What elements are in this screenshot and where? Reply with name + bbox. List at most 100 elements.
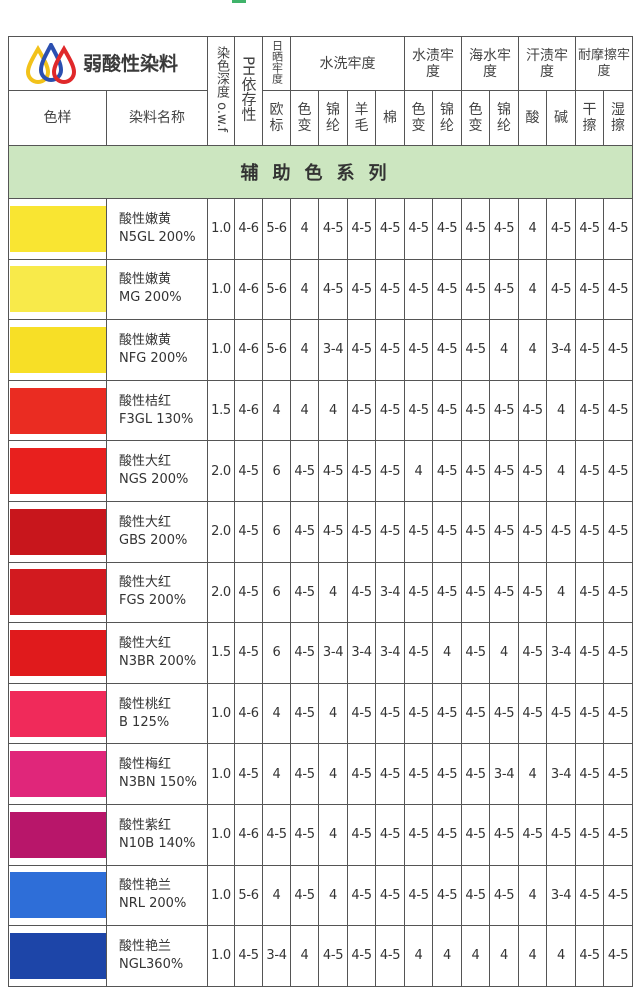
col-light-eu: 欧标	[262, 90, 292, 146]
rating-cell: 4-5	[347, 258, 377, 321]
rating-cell: 4-5	[318, 925, 349, 987]
color-swatch	[9, 811, 106, 858]
table-row: 酸性桔红 F3GL 130% 1.5 4-6 4 4 4 4-5 4-5 4-5 4-5 4-5 4-5…	[8, 379, 634, 442]
brand-header: 弱酸性染料	[7, 36, 209, 91]
rating-cell: 1.5	[207, 622, 236, 684]
dye-name: 酸性梅红	[119, 757, 172, 773]
color-swatch-cell	[8, 925, 107, 987]
rating-cell: 4-5	[489, 440, 520, 502]
dye-name: 酸性大红	[119, 454, 172, 470]
sub-water-nylon: 锦纶	[432, 90, 463, 146]
rating-cell: 4-5	[290, 864, 320, 927]
rating-cell: 6	[262, 561, 292, 624]
rating-cell: 4	[404, 440, 434, 502]
rating-cell: 4-5	[575, 258, 605, 321]
rating-cell: 4-5	[575, 319, 605, 381]
brand-title: 弱酸性染料	[83, 52, 179, 75]
rating-cell: 4-5	[603, 622, 634, 684]
rating-cell: 5-6	[262, 319, 292, 381]
rating-cell: 4	[290, 925, 320, 987]
rating-cell: 4-5	[575, 803, 605, 866]
rating-cell: 4-5	[234, 440, 264, 502]
rating-cell: 4-5	[461, 500, 491, 563]
rating-cell: 4-5	[432, 379, 463, 442]
rating-cell: 4-5	[347, 319, 377, 381]
rating-cell: 4	[546, 561, 577, 624]
table-row: 酸性大红 FGS 200% 2.0 4-5 6 4-5 4 4-5 3-4 4-5 4-5 4-5 4-…	[8, 561, 634, 624]
table-row: 酸性嫩黄 N5GL 200% 1.0 4-6 5-6 4 4-5 4-5 4-5 4-5 4-5 4-…	[8, 198, 634, 260]
group-wash: 水洗牢度	[290, 36, 406, 91]
rating-cell: 4-5	[461, 379, 491, 442]
rating-cell: 4	[518, 198, 548, 260]
rating-cell: 4-5	[518, 440, 548, 502]
rating-cell: 5-6	[262, 258, 292, 321]
rating-cell: 4-5	[347, 682, 377, 745]
rating-cell: 4	[546, 925, 577, 987]
rating-cell: 4-5	[404, 258, 434, 321]
rating-cell: 4	[461, 925, 491, 987]
rating-cell: 4	[262, 379, 292, 442]
rating-cell: 4-5	[546, 500, 577, 563]
rating-cell: 4-5	[603, 864, 634, 927]
rating-cell: 4-5	[575, 925, 605, 987]
rating-cell: 4	[262, 682, 292, 745]
rating-cell: 4	[290, 379, 320, 442]
rating-cell: 3-4	[546, 622, 577, 684]
sub-water-change: 色变	[404, 90, 434, 146]
color-swatch-cell	[8, 682, 107, 745]
rating-cell: 4-5	[432, 440, 463, 502]
rating-cell: 3-4	[375, 622, 406, 684]
rating-cell: 6	[262, 622, 292, 684]
col-depth: 染色深度 o.w.f	[207, 36, 236, 146]
color-swatch	[9, 508, 106, 555]
rating-cell: 4-5	[375, 925, 406, 987]
color-swatch-cell	[8, 500, 107, 563]
rating-cell: 4-5	[290, 500, 320, 563]
table-row: 酸性嫩黄 MG 200% 1.0 4-6 5-6 4 4-5 4-5 4-5 4-5 4-5 4-5 4…	[8, 258, 634, 321]
rating-cell: 4	[518, 319, 548, 381]
dye-code: N10B 140%	[119, 835, 196, 851]
color-swatch	[9, 448, 106, 495]
rating-cell: 5-6	[262, 198, 292, 260]
dye-code: N3BR 200%	[119, 653, 197, 669]
rating-cell: 4-5	[347, 500, 377, 563]
rating-cell: 4-6	[234, 803, 264, 866]
table-row: 酸性大红 N3BR 200% 1.5 4-5 6 4-5 3-4 3-4 3-4 4-5 4 4-5 4…	[8, 622, 634, 684]
table-row: 酸性梅红 N3BN 150% 1.0 4-5 4 4-5 4 4-5 4-5 4-5 4-5 4-5 3…	[8, 743, 634, 805]
rating-cell: 4-5	[375, 743, 406, 805]
rating-cell: 4-5	[575, 440, 605, 502]
rating-cell: 1.0	[207, 258, 236, 321]
dye-name: 酸性嫩黄	[119, 272, 172, 288]
rating-cell: 4-5	[461, 258, 491, 321]
rating-cell: 4-5	[575, 682, 605, 745]
group-rub: 耐摩擦牢度	[575, 36, 634, 91]
group-water: 水渍牢度	[404, 36, 463, 91]
rating-cell: 4-5	[489, 864, 520, 927]
rating-cell: 4	[318, 379, 349, 442]
sub-sea-change: 色变	[461, 90, 491, 146]
rating-cell: 4-5	[432, 561, 463, 624]
rating-cell: 4-5	[461, 440, 491, 502]
dye-code: B 125%	[119, 714, 170, 730]
rating-cell: 4	[518, 743, 548, 805]
rating-cell: 4-5	[290, 440, 320, 502]
rating-cell: 4-5	[489, 500, 520, 563]
rating-cell: 3-4	[347, 622, 377, 684]
rating-cell: 4-5	[461, 198, 491, 260]
col-name: 染料名称	[105, 90, 209, 146]
rating-cell: 1.0	[207, 925, 236, 987]
rating-cell: 4-5	[375, 258, 406, 321]
rating-cell: 4-5	[575, 864, 605, 927]
color-swatch	[9, 326, 106, 373]
color-swatch	[9, 872, 106, 919]
rating-cell: 4-5	[518, 500, 548, 563]
sub-sweat-alkali: 碱	[546, 90, 577, 146]
rating-cell: 4-5	[575, 743, 605, 805]
rating-cell: 4-5	[375, 319, 406, 381]
rating-cell: 4-5	[318, 440, 349, 502]
rating-cell: 4-5	[375, 440, 406, 502]
rating-cell: 4-5	[489, 258, 520, 321]
dye-name: 酸性艳兰	[119, 878, 172, 894]
rating-cell: 4-5	[347, 379, 377, 442]
dye-code: F3GL 130%	[119, 411, 194, 427]
